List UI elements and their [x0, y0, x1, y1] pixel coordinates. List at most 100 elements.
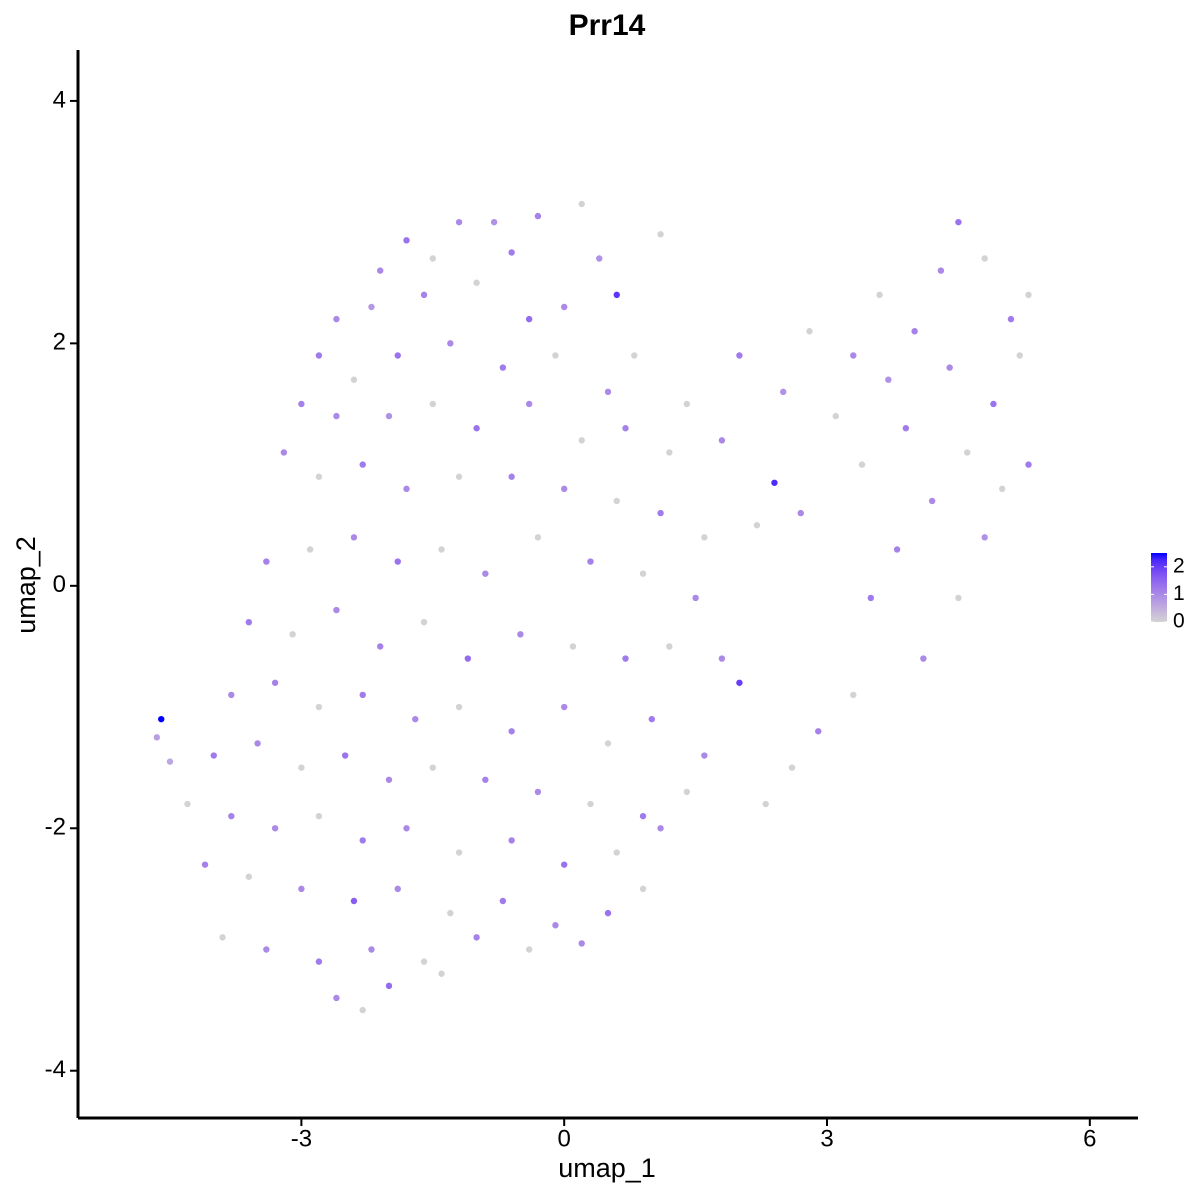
point	[271, 679, 279, 686]
point	[412, 715, 419, 723]
point	[525, 946, 533, 953]
point	[534, 534, 542, 541]
point	[999, 485, 1006, 493]
x-tick-label: 6	[1083, 1125, 1096, 1152]
y-tick-label: -4	[45, 1056, 66, 1083]
point	[368, 946, 375, 953]
point	[990, 400, 997, 408]
point	[333, 994, 340, 1002]
point	[377, 267, 384, 274]
point	[666, 449, 673, 456]
point	[438, 970, 445, 977]
y-tick-label: 4	[53, 86, 66, 113]
point	[385, 412, 393, 420]
point	[245, 618, 253, 626]
point	[210, 752, 217, 759]
point	[1025, 461, 1032, 468]
point	[578, 940, 585, 947]
point	[455, 218, 463, 226]
point	[280, 449, 288, 456]
x-tick-label: 0	[558, 1125, 571, 1152]
point	[228, 812, 235, 820]
point	[341, 752, 349, 759]
point	[666, 643, 673, 650]
point	[534, 788, 542, 796]
point	[920, 655, 927, 662]
point	[315, 958, 323, 965]
point	[473, 279, 480, 286]
point	[394, 352, 401, 359]
point	[359, 691, 366, 699]
point	[736, 679, 743, 686]
point	[850, 691, 857, 699]
point	[578, 437, 585, 444]
point	[438, 546, 445, 553]
point	[753, 522, 761, 529]
point	[184, 800, 191, 808]
point	[473, 425, 480, 432]
point	[359, 1006, 366, 1014]
point	[490, 218, 498, 226]
point	[587, 558, 594, 565]
point	[701, 752, 708, 759]
point	[289, 631, 296, 638]
point	[219, 934, 226, 941]
point	[508, 837, 515, 844]
point	[850, 352, 857, 359]
point	[560, 703, 568, 711]
colorbar-label: 1	[1173, 582, 1185, 605]
point	[622, 425, 629, 432]
point	[1025, 291, 1032, 299]
point	[613, 497, 620, 505]
point	[1016, 352, 1023, 359]
point	[525, 315, 533, 323]
point	[455, 473, 463, 480]
point	[420, 958, 428, 965]
point	[858, 461, 866, 468]
point	[639, 885, 647, 893]
chart-title: Prr14	[569, 9, 646, 42]
point	[298, 764, 305, 771]
point	[263, 558, 270, 565]
colorbar-label: 2	[1173, 554, 1185, 577]
point	[736, 352, 743, 359]
point	[499, 364, 507, 371]
y-tick-label: 0	[53, 571, 66, 598]
y-tick-label: -2	[45, 814, 66, 841]
point	[560, 303, 568, 311]
point	[508, 249, 515, 256]
point	[455, 849, 463, 856]
point	[473, 934, 480, 941]
point	[604, 909, 612, 917]
point	[429, 400, 436, 408]
point	[657, 825, 664, 832]
point	[648, 715, 656, 723]
point	[639, 812, 647, 820]
point	[552, 352, 559, 359]
point	[447, 340, 454, 347]
point	[420, 618, 428, 626]
point	[298, 400, 305, 408]
point	[350, 534, 358, 541]
point	[762, 800, 769, 808]
point	[306, 546, 314, 553]
point	[245, 873, 253, 880]
point	[963, 449, 971, 456]
point	[263, 946, 270, 953]
point	[429, 255, 436, 262]
point	[832, 412, 839, 420]
point	[552, 922, 559, 929]
point	[902, 425, 910, 432]
point	[482, 570, 489, 577]
point	[701, 534, 708, 541]
x-tick-label: -3	[291, 1125, 312, 1152]
point	[560, 861, 568, 868]
point	[455, 703, 463, 711]
point	[333, 606, 340, 614]
point	[359, 837, 366, 844]
point	[657, 231, 664, 238]
point	[718, 655, 726, 662]
point	[780, 388, 787, 396]
x-tick-label: 3	[820, 1125, 833, 1152]
point	[534, 212, 542, 220]
